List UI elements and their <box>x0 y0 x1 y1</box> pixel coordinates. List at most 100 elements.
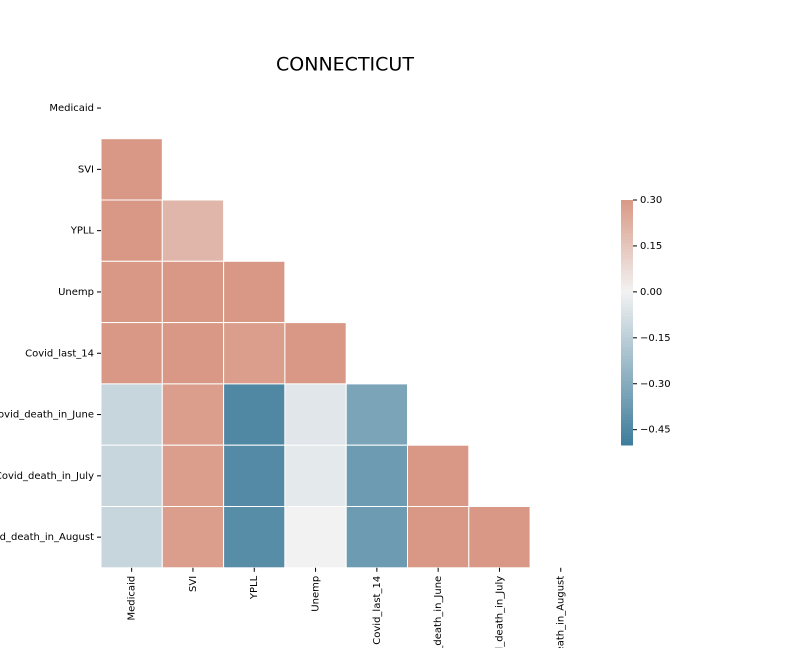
colorbar-step <box>621 298 633 302</box>
colorbar-tick-label: 0.00 <box>640 287 662 298</box>
colorbar-tick-label: 0.15 <box>640 241 662 252</box>
colorbar-step <box>621 313 633 317</box>
heatmap-cell <box>161 444 225 508</box>
heatmap-cell <box>468 506 531 569</box>
colorbar-step <box>621 340 633 345</box>
colorbar-step <box>621 218 633 222</box>
colorbar-step <box>621 347 633 351</box>
heatmap-cell <box>100 138 163 201</box>
y-tick-label: Covid_death_in_July <box>0 471 94 482</box>
x-tick-label: Unemp <box>311 576 322 612</box>
colorbar-step <box>621 242 633 247</box>
y-tick-label: Covid_death_in_June <box>0 410 94 421</box>
heatmap-cell <box>100 444 163 508</box>
y-tick-label: Unemp <box>58 287 94 298</box>
colorbar-step <box>621 429 633 434</box>
colorbar-step <box>621 288 633 293</box>
heatmap-cell <box>100 383 163 446</box>
colorbar-step <box>621 423 633 428</box>
colorbar-step <box>621 435 633 440</box>
colorbar-step <box>621 304 633 308</box>
heatmap-cell <box>161 260 225 324</box>
y-tick-label: Covid_death_in_August <box>0 532 94 543</box>
colorbar-tick-label: −0.45 <box>640 425 671 436</box>
colorbar-step <box>621 441 633 446</box>
colorbar-step <box>621 227 633 232</box>
heatmap-cell <box>100 199 163 262</box>
heatmap-cell <box>100 322 163 385</box>
heatmap-cell <box>284 506 347 569</box>
colorbar-step <box>621 261 633 265</box>
heatmap-cell <box>100 260 163 324</box>
heatmap-cell <box>223 383 286 446</box>
colorbar-step <box>621 273 633 278</box>
heatmap-cell <box>407 444 470 508</box>
colorbar-step <box>621 377 633 382</box>
colorbar-step <box>621 368 633 372</box>
colorbar-step <box>621 245 633 250</box>
colorbar-step <box>621 362 633 366</box>
colorbar-step <box>621 258 633 262</box>
colorbar-step <box>621 267 633 271</box>
colorbar-step <box>621 389 633 394</box>
colorbar-step <box>621 350 633 354</box>
colorbar-step <box>621 270 633 274</box>
y-tick-label: Covid_last_14 <box>25 348 94 359</box>
colorbar-step <box>621 383 633 388</box>
heatmap-cell <box>345 383 409 446</box>
colorbar-step <box>621 374 633 379</box>
colorbar-step <box>621 319 633 323</box>
colorbar-step <box>621 420 633 425</box>
heatmap-cell <box>284 322 347 385</box>
colorbar-step <box>621 200 633 204</box>
colorbar-step <box>621 252 633 256</box>
colorbar-step <box>621 325 633 330</box>
x-tick-label: Covid_death_in_June <box>433 576 444 648</box>
colorbar-step <box>621 392 633 397</box>
x-tick-label: Covid_death_in_August <box>556 576 567 648</box>
heatmap-cell <box>161 383 225 446</box>
x-tick-label: Covid_last_14 <box>372 576 383 645</box>
colorbar-step <box>621 386 633 391</box>
colorbar-step <box>621 380 633 385</box>
colorbar-step <box>621 310 633 314</box>
heatmap-cell <box>345 444 409 508</box>
colorbar-step <box>621 291 633 296</box>
heatmap-cell <box>223 322 286 385</box>
heatmap-cell <box>161 322 225 385</box>
colorbar-step <box>621 255 633 259</box>
colorbar-step <box>621 353 633 357</box>
y-tick-label: SVI <box>78 164 94 175</box>
colorbar-tick-label: 0.30 <box>640 195 662 206</box>
colorbar-step <box>621 432 633 437</box>
colorbar-step <box>621 322 633 327</box>
colorbar-step <box>621 334 633 339</box>
colorbar-step <box>621 239 633 244</box>
heatmap-cell <box>223 444 286 508</box>
heatmap-cell <box>223 506 286 569</box>
colorbar-step <box>621 405 633 409</box>
colorbar-step <box>621 282 633 287</box>
x-tick-label: YPLL <box>249 575 260 600</box>
colorbar-step <box>621 414 633 418</box>
colorbar-step <box>621 316 633 320</box>
colorbar-step <box>621 343 633 348</box>
colorbar-step <box>621 233 633 238</box>
heatmap-cell <box>223 260 286 324</box>
colorbar-step <box>621 203 633 207</box>
colorbar-step <box>621 279 633 284</box>
colorbar-step <box>621 402 633 406</box>
colorbar-step <box>621 356 633 360</box>
colorbar-step <box>621 371 633 376</box>
colorbar-step <box>621 212 633 216</box>
colorbar-step <box>621 426 633 431</box>
colorbar-step <box>621 276 633 281</box>
y-tick-label: Medicaid <box>49 103 94 114</box>
colorbar-step <box>621 236 633 241</box>
colorbar-step <box>621 209 633 213</box>
heatmap-cell <box>161 199 225 262</box>
colorbar-step <box>621 417 633 421</box>
colorbar-step <box>621 249 633 253</box>
colorbar-step <box>621 206 633 210</box>
